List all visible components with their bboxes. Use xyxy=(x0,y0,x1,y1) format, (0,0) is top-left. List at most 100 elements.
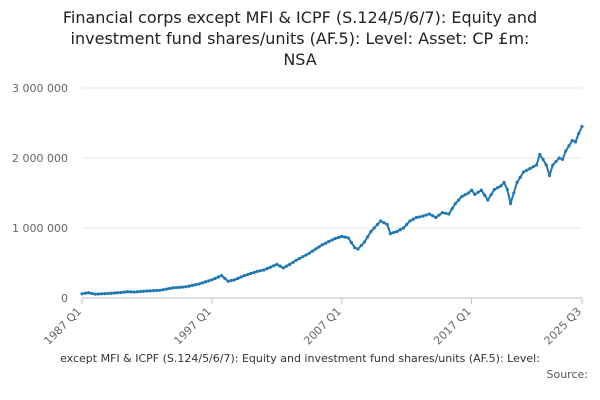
data-point[interactable] xyxy=(508,201,513,206)
data-point[interactable] xyxy=(437,213,441,217)
data-point[interactable] xyxy=(207,279,211,283)
data-point[interactable] xyxy=(499,184,503,188)
data-point[interactable] xyxy=(245,272,250,277)
data-point[interactable] xyxy=(268,265,272,269)
data-point[interactable] xyxy=(93,292,97,296)
data-point[interactable] xyxy=(356,247,360,251)
data-point[interactable] xyxy=(291,260,295,264)
data-point[interactable] xyxy=(233,278,237,282)
data-point[interactable] xyxy=(262,268,266,272)
data-point[interactable] xyxy=(203,280,207,284)
data-point[interactable] xyxy=(427,212,431,216)
data-point[interactable] xyxy=(349,241,354,245)
data-point[interactable] xyxy=(333,236,337,241)
data-point[interactable] xyxy=(340,234,344,238)
data-point[interactable] xyxy=(158,288,162,292)
data-point[interactable] xyxy=(375,222,380,227)
data-point[interactable] xyxy=(242,274,246,278)
data-point[interactable] xyxy=(564,149,568,153)
data-point[interactable] xyxy=(534,163,539,167)
data-point[interactable] xyxy=(223,276,227,280)
data-point[interactable] xyxy=(307,251,311,255)
data-point[interactable] xyxy=(440,211,444,215)
data-point[interactable] xyxy=(145,289,149,293)
data-point[interactable] xyxy=(138,289,143,294)
data-point[interactable] xyxy=(119,290,123,295)
data-point[interactable] xyxy=(573,140,578,144)
data-point[interactable] xyxy=(372,226,376,230)
data-point[interactable] xyxy=(453,201,457,206)
data-point[interactable] xyxy=(249,271,253,276)
data-point[interactable] xyxy=(210,278,214,282)
data-point[interactable] xyxy=(122,290,126,294)
data-point[interactable] xyxy=(190,283,194,287)
data-point[interactable] xyxy=(164,287,169,291)
data-point[interactable] xyxy=(96,292,100,296)
data-point[interactable] xyxy=(414,215,419,220)
data-point[interactable] xyxy=(512,191,516,195)
data-point[interactable] xyxy=(161,288,165,292)
data-point[interactable] xyxy=(284,264,289,268)
data-point[interactable] xyxy=(489,193,493,197)
data-point[interactable] xyxy=(408,219,412,223)
data-point[interactable] xyxy=(314,247,318,251)
data-point[interactable] xyxy=(473,192,477,196)
data-point[interactable] xyxy=(112,291,117,295)
data-point[interactable] xyxy=(557,156,561,160)
data-point[interactable] xyxy=(388,232,393,236)
data-point[interactable] xyxy=(83,291,87,295)
data-point[interactable] xyxy=(255,269,259,273)
data-point[interactable] xyxy=(369,229,373,234)
data-point[interactable] xyxy=(518,175,522,179)
data-point[interactable] xyxy=(177,285,181,289)
data-point[interactable] xyxy=(538,152,542,157)
data-point[interactable] xyxy=(171,286,175,290)
data-point[interactable] xyxy=(421,214,425,218)
data-point[interactable] xyxy=(382,221,386,225)
data-point[interactable] xyxy=(541,157,545,161)
data-point[interactable] xyxy=(405,222,409,227)
data-point[interactable] xyxy=(486,198,490,202)
data-point[interactable] xyxy=(265,267,269,271)
data-point[interactable] xyxy=(560,157,565,161)
data-point[interactable] xyxy=(570,138,574,143)
data-point[interactable] xyxy=(531,165,535,169)
data-point[interactable] xyxy=(216,275,220,279)
data-point[interactable] xyxy=(398,228,402,232)
data-point[interactable] xyxy=(551,163,555,167)
data-point[interactable] xyxy=(194,283,198,287)
data-point[interactable] xyxy=(521,170,526,174)
data-point[interactable] xyxy=(515,180,519,185)
data-point[interactable] xyxy=(187,284,191,288)
data-point[interactable] xyxy=(424,213,428,217)
data-point[interactable] xyxy=(174,285,178,290)
data-point[interactable] xyxy=(470,188,474,192)
data-point[interactable] xyxy=(362,240,367,244)
data-point[interactable] xyxy=(528,166,532,171)
data-point[interactable] xyxy=(343,235,347,239)
data-point[interactable] xyxy=(135,290,139,294)
data-point[interactable] xyxy=(460,194,464,199)
data-point[interactable] xyxy=(359,243,363,248)
data-point[interactable] xyxy=(544,163,548,167)
data-point[interactable] xyxy=(106,291,110,296)
data-point[interactable] xyxy=(466,191,470,195)
data-point[interactable] xyxy=(148,289,152,293)
data-point[interactable] xyxy=(492,187,496,192)
data-point[interactable] xyxy=(327,240,331,244)
data-point[interactable] xyxy=(288,262,292,266)
data-point[interactable] xyxy=(109,291,113,295)
data-point[interactable] xyxy=(447,212,451,216)
data-point[interactable] xyxy=(304,253,308,257)
data-point[interactable] xyxy=(297,256,302,261)
data-point[interactable] xyxy=(86,291,91,295)
data-point[interactable] xyxy=(395,229,399,234)
data-point[interactable] xyxy=(495,186,500,190)
data-point[interactable] xyxy=(450,207,454,211)
data-point[interactable] xyxy=(197,282,201,286)
data-point[interactable] xyxy=(213,276,217,280)
data-point[interactable] xyxy=(483,193,487,197)
data-point[interactable] xyxy=(168,286,172,291)
data-point[interactable] xyxy=(317,245,321,249)
data-point[interactable] xyxy=(90,291,94,296)
